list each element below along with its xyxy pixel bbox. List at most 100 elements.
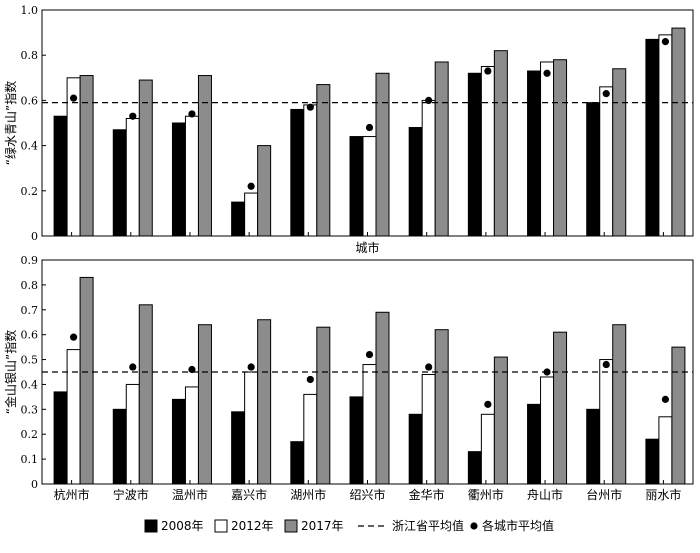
chart2-bar-2017 [553, 331, 568, 485]
chart2-bar-2017 [316, 326, 331, 485]
chart1-city-average-dot [247, 182, 255, 190]
chart1-bar-2017 [671, 27, 686, 237]
chart1-city-average-dot [661, 38, 670, 46]
chart1-bar-2017 [197, 75, 212, 237]
chart2-city-average-dot [484, 400, 492, 408]
chart2-ytick-label: 0.3 [21, 403, 39, 416]
chart1-bar-2017 [553, 59, 568, 237]
chart2-category-label: 温州市 [172, 487, 208, 502]
chart2-bar-2012 [66, 349, 81, 485]
legend-dot [470, 522, 478, 530]
chart1-ytick-label: 0.6 [21, 94, 39, 107]
chart1-y-axis-label: “绿水青山”指数 [3, 81, 18, 165]
chart1-bar-2012 [480, 66, 495, 237]
chart1-ytick-label: 0.4 [21, 140, 39, 153]
chart1-city-average-dot [129, 112, 137, 120]
chart1-bar-2008 [171, 122, 186, 237]
chart1-bar-2017 [434, 61, 449, 237]
chart2-category-label: 宁波市 [113, 487, 149, 502]
chart1-bar-2012 [421, 99, 436, 237]
chart2-bar-2008 [231, 411, 246, 485]
chart1-bar-2008 [112, 129, 127, 237]
chart1-bar-2008 [349, 136, 364, 237]
chart1-city-average-dot [188, 110, 196, 118]
chart2-ytick-label: 0.4 [21, 378, 39, 391]
chart2-bar-2017 [375, 311, 390, 485]
chart1-city-average-dot [602, 90, 610, 98]
chart1-bar-2008 [586, 102, 601, 237]
chart2-bar-2017 [257, 319, 272, 485]
chart2-category-label: 湖州市 [290, 487, 326, 502]
chart2-ytick-label: 0.9 [21, 254, 39, 267]
chart2-city-average-dot [602, 360, 610, 369]
chart1-bar-2017 [375, 72, 390, 237]
chart1-bar-2017 [612, 68, 627, 237]
chart1-bar-2017 [79, 75, 94, 237]
chart1-bar-2017 [257, 145, 272, 237]
chart2-ytick-label: 0.5 [21, 354, 39, 367]
chart2-ytick-label: 0.1 [21, 453, 39, 466]
chart1-bar-2017 [493, 50, 508, 237]
chart1-bar-2012 [658, 34, 673, 237]
chart2-city-average-dot [247, 363, 255, 371]
chart1-bar-2012 [125, 117, 140, 237]
chart1-ytick-label: 0 [31, 230, 38, 243]
chart1-bar-2008 [231, 201, 246, 237]
chart2-ytick-label: 0.6 [21, 329, 39, 342]
chart1-x-axis-label: 城市 [355, 240, 379, 255]
chart2-bar-2012 [540, 376, 555, 485]
chart2-bar-2012 [480, 413, 495, 485]
chart2-city-average-dot [425, 363, 433, 371]
chart2-category-label: 舟山市 [527, 487, 563, 502]
legend-swatch [214, 519, 228, 533]
chart2-bar-2017 [79, 276, 94, 485]
chart2-bar-2012 [184, 386, 199, 485]
chart1-bar-2012 [362, 136, 377, 237]
chart2-category-label: 衢州市 [468, 487, 504, 502]
chart1-bar-2008 [467, 72, 482, 237]
chart1-bar-2008 [527, 70, 542, 237]
chart2-bar-2017 [671, 346, 686, 485]
chart2-ytick-label: 0.2 [21, 428, 39, 441]
chart1-city-average-dot [69, 94, 78, 102]
chart2-bar-2008 [53, 391, 68, 485]
legend-swatch [284, 519, 298, 533]
chart1-city-average-dot [365, 123, 374, 132]
chart2-city-average-dot [129, 363, 137, 371]
chart1-bar-2012 [184, 115, 199, 237]
chart2-bar-2012 [599, 359, 614, 485]
chart1-bar-2008 [408, 127, 423, 237]
chart2-y-axis-label: “金山银山”指数 [3, 330, 18, 414]
legend-label: 2012年 [231, 519, 274, 533]
legend-label: 2008年 [161, 519, 204, 533]
chart2-bar-2008 [408, 413, 423, 485]
legend-label: 浙江省平均值 [392, 518, 464, 533]
chart2-bar-2017 [612, 324, 627, 485]
chart2-category-label: 金华市 [409, 487, 445, 502]
legend-label: 2017年 [301, 519, 344, 533]
chart2-category-label: 丽水市 [645, 487, 681, 502]
chart2-category-label: 嘉兴市 [231, 487, 267, 502]
chart2-bar-2017 [434, 329, 449, 485]
chart1-ytick-label: 0.8 [21, 49, 39, 62]
chart2-city-average-dot [661, 395, 670, 403]
chart2-city-average-dot [365, 350, 374, 359]
legend-label: 各城市平均值 [482, 518, 554, 533]
chart2-category-label: 杭州市 [54, 487, 90, 502]
chart2-city-average-dot [188, 365, 196, 374]
chart1-city-average-dot [543, 69, 551, 77]
chart1-bar-2017 [138, 79, 153, 237]
chart1-bar-2017 [316, 84, 331, 237]
chart1-bar-2008 [53, 115, 68, 237]
chart2-ytick-label: 0.8 [21, 279, 39, 292]
legend-swatch [144, 519, 158, 533]
chart1-ytick-label: 1.0 [21, 4, 39, 17]
chart1-bar-2012 [303, 104, 318, 237]
chart2-category-label: 台州市 [586, 487, 622, 502]
chart2-bar-2008 [171, 398, 186, 485]
chart1-bar-2012 [599, 86, 614, 237]
chart1-bar-2008 [645, 38, 660, 237]
chart2-bar-2008 [290, 441, 305, 485]
